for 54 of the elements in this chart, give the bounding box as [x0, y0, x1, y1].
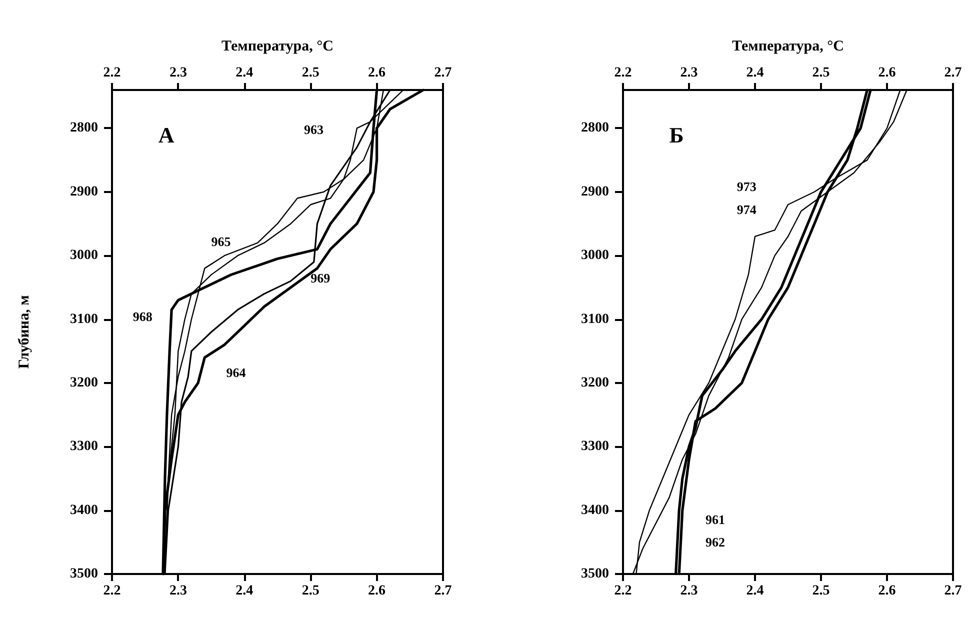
y-tick-label: 3500: [581, 566, 609, 582]
x2-tick-label: 2.7: [434, 66, 452, 80]
x2-tick-label: 2.7: [944, 66, 962, 80]
x-tick-label: 2.2: [103, 584, 121, 598]
series-label: 962: [706, 534, 725, 550]
x-tick-label: 2.2: [614, 584, 632, 598]
x2-tick-label: 2.2: [614, 66, 632, 80]
x-tick-label: 2.6: [878, 584, 896, 598]
x2-tick-label: 2.5: [302, 66, 320, 80]
x2-axis-title: Температура, °C: [222, 38, 334, 54]
y-tick-label: 3000: [581, 248, 609, 264]
x-tick-label: 2.7: [944, 584, 962, 598]
x-tick-label: 2.4: [746, 584, 764, 598]
text: 961: [706, 512, 725, 528]
series-label: 968: [132, 309, 153, 324]
x-tick-label: 2.4: [236, 584, 254, 598]
y-tick-label: 3300: [581, 439, 609, 454]
y-tick-label: 2800: [581, 120, 609, 136]
x-tick-label: 2.5: [302, 584, 320, 598]
text: 963: [304, 122, 324, 137]
x2-tick-label: 2.6: [368, 66, 386, 80]
x2-tick-label: 2.4: [746, 66, 764, 80]
y-tick-label: 3100: [581, 312, 609, 327]
text: А: [158, 122, 174, 148]
y-tick-label: 2900: [70, 184, 98, 200]
y-tick-label: 2900: [581, 184, 609, 200]
y-tick-label: 2800: [70, 120, 98, 136]
x2-tick-label: 2.5: [812, 66, 830, 80]
x-tick-label: 2.7: [434, 584, 452, 598]
y-tick-label: 3300: [70, 439, 98, 454]
x-tick-label: 2.3: [169, 584, 187, 598]
text: 974: [736, 202, 757, 217]
y-axis-title: Глубина, м: [16, 295, 32, 369]
text: 973: [736, 179, 757, 194]
x2-tick-label: 2.3: [680, 66, 698, 80]
y-tick-label: 3200: [581, 375, 609, 390]
y-tick-label: 3400: [581, 502, 609, 518]
x-tick-label: 2.5: [812, 584, 830, 598]
y-tick-label: 3200: [70, 375, 98, 390]
text: Б: [669, 122, 684, 148]
y-tick-label: 3400: [70, 502, 98, 518]
x2-tick-label: 2.2: [103, 66, 121, 80]
x-tick-label: 2.6: [368, 584, 386, 598]
series-label: 964: [226, 364, 246, 380]
x2-tick-label: 2.4: [236, 66, 254, 80]
x2-tick-label: 2.3: [169, 66, 187, 80]
y-tick-label: 3000: [70, 248, 98, 264]
y-tick-label: 3100: [70, 312, 98, 327]
x2-axis-title: Температура, °C: [732, 38, 844, 54]
series-label: 965: [211, 234, 232, 250]
x-tick-label: 2.3: [680, 584, 698, 598]
series-label: 969: [310, 270, 331, 286]
x2-tick-label: 2.6: [878, 66, 896, 80]
y-tick-label: 3500: [70, 566, 98, 582]
